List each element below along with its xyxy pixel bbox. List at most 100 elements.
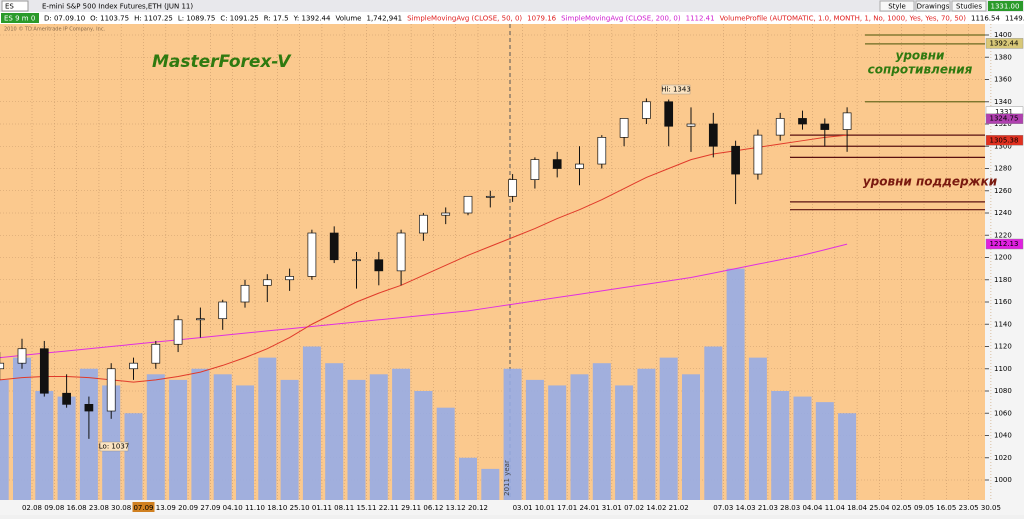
candle-body	[798, 118, 807, 125]
x-tick-label: 14.02	[646, 504, 666, 512]
volume-bar	[771, 391, 790, 500]
y-tick-label: 1340	[994, 98, 1012, 106]
volume-bar	[570, 374, 589, 500]
sma-line	[0, 243, 848, 359]
x-tick-label: 08.11	[334, 504, 354, 512]
candle-body	[240, 284, 250, 303]
x-tick-label: 07.03	[713, 504, 733, 512]
symbol[interactable]: ES	[5, 3, 14, 11]
toolbar-button-label[interactable]: Drawings	[917, 3, 950, 11]
candle-body	[218, 301, 228, 320]
volume-bar	[236, 385, 254, 500]
price-marker-label: 1331	[995, 108, 1013, 116]
hi-box	[661, 84, 691, 95]
lo-label: Lo: 1037	[99, 443, 129, 451]
x-tick-label: 25.04	[869, 504, 890, 512]
volume-bar	[503, 368, 522, 500]
x-tick-label: 31.01	[602, 504, 622, 512]
x-tick-label: 10.01	[535, 504, 555, 512]
y-tick-label: 1160	[994, 298, 1012, 306]
toolbar-button[interactable]	[915, 0, 951, 12]
candle-body	[39, 348, 49, 394]
copyright: 2010 © TD Ameritrade IP Company, Inc.	[4, 26, 106, 33]
price-marker	[985, 238, 1024, 250]
candle-body	[262, 279, 272, 286]
toolbar-button-label[interactable]: Style	[888, 3, 906, 11]
candle-body	[686, 123, 696, 127]
candle-body	[84, 404, 94, 412]
candle-body	[753, 134, 763, 175]
volume-bar	[748, 357, 767, 500]
x-tick-label: 18.04	[847, 504, 868, 512]
volume-bar	[659, 357, 678, 500]
x-tick-label: 29.11	[401, 504, 421, 512]
header-item: O: 1103.75	[90, 15, 129, 23]
header-item: C: 1091.25	[220, 15, 258, 23]
volume-bar	[682, 374, 700, 500]
volume-bar	[704, 346, 723, 500]
volume-bar	[548, 385, 567, 500]
volume-bar	[726, 268, 745, 500]
header-item: D: 07.09.10	[44, 15, 85, 23]
candle-body	[664, 101, 674, 127]
toolbar-button-label[interactable]: Studies	[956, 3, 982, 11]
candle-body	[508, 179, 517, 197]
last-price: 1331.00	[991, 3, 1020, 11]
volume-bar	[124, 413, 143, 500]
candle-body	[396, 232, 406, 272]
candle-body	[530, 159, 540, 180]
instrument-title: E-mini S&P 500 Index Futures,ETH (JUN 11…	[42, 3, 193, 11]
volume-bar	[392, 368, 411, 500]
volume-bar	[258, 357, 277, 500]
y-tick-label: 1060	[994, 409, 1012, 417]
candle-body	[0, 362, 5, 370]
candle-body	[842, 112, 852, 130]
candle-body	[597, 137, 607, 165]
volume-bar	[213, 374, 232, 500]
volume-bar	[414, 391, 433, 500]
toolbar-button[interactable]	[951, 0, 987, 12]
y-tick-label: 1180	[994, 276, 1012, 284]
x-tick-label: 11.04	[825, 504, 846, 512]
brand: MasterForex-V	[152, 52, 292, 72]
header-item: Volume	[335, 15, 361, 23]
y-tick-label: 1300	[994, 142, 1012, 150]
y-tick-label: 1020	[994, 454, 1012, 462]
resistance-note: уровни	[896, 49, 946, 63]
x-tick-label: 15.11	[356, 504, 376, 512]
x-tick-label: 09.08	[44, 504, 64, 512]
volume-bar	[35, 391, 54, 500]
y-tick-label: 1380	[994, 53, 1012, 61]
x-tick-label: 07.02	[624, 504, 644, 512]
last-price-box	[988, 1, 1023, 11]
y-tick-label: 1260	[994, 187, 1012, 195]
x-tick-label: 16.05	[936, 504, 956, 512]
candle-body	[285, 276, 294, 281]
resistance-note: сопротивления	[868, 63, 973, 77]
header-item: 1112.41	[686, 15, 715, 23]
price-axis	[985, 24, 1024, 500]
candle-body	[775, 118, 785, 136]
volume-bar	[0, 379, 9, 500]
candle-body	[196, 318, 205, 321]
y-tick-label: 1080	[994, 387, 1012, 395]
x-tick-label: 21.03	[758, 504, 778, 512]
volume-bar	[793, 396, 812, 500]
x-tick-label: 14.03	[736, 504, 756, 512]
candle-body	[374, 259, 384, 272]
price-marker-label: 1324.75	[990, 115, 1019, 123]
hi-label: Hi: 1343	[661, 86, 691, 94]
candle-body	[329, 232, 339, 261]
candle-body	[820, 123, 830, 130]
candle-body	[106, 368, 116, 412]
x-tick-label: 30.05	[981, 504, 1001, 512]
price-marker-label: 1212.13	[990, 240, 1019, 248]
header-item: Y: 1392.44	[293, 15, 331, 23]
symbol-box[interactable]	[1, 0, 29, 12]
toolbar-button[interactable]	[879, 0, 915, 12]
x-tick-label: 23.08	[89, 504, 109, 512]
volume-bar	[436, 407, 455, 500]
header-item: 1116.54	[971, 15, 1000, 23]
